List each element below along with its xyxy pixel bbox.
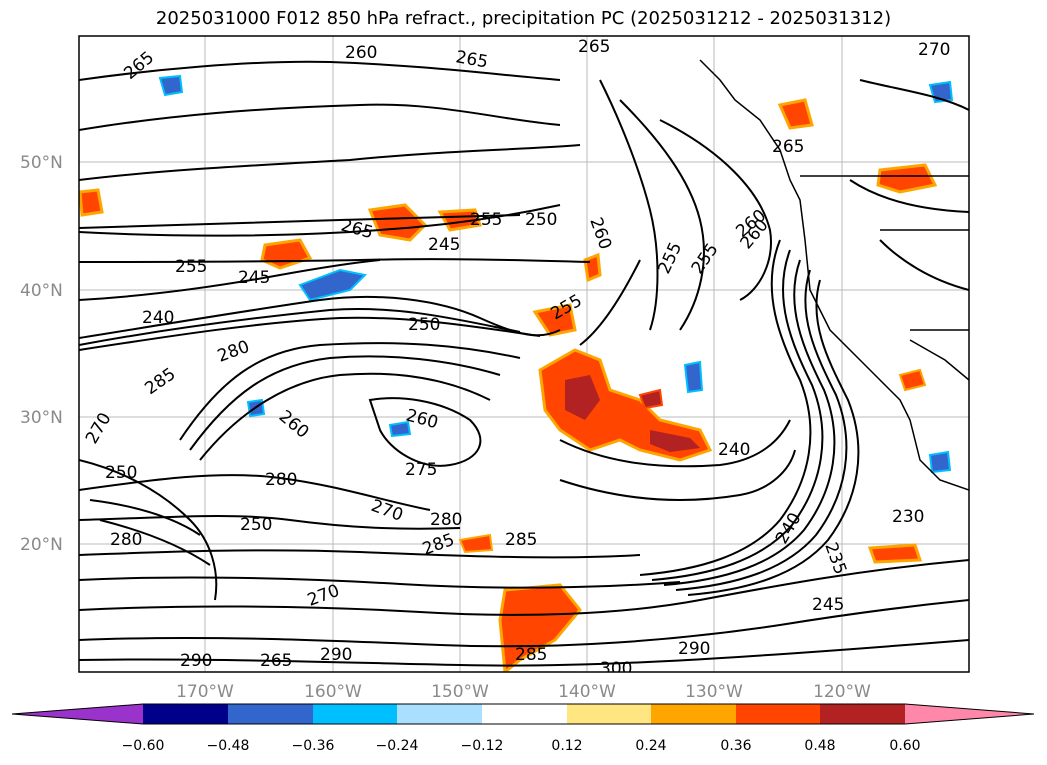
contour-label: 255: [470, 210, 502, 230]
contour-lines: [79, 60, 969, 667]
contour-label: 280: [110, 530, 142, 550]
contour-label: 245: [812, 595, 844, 615]
contour-label: 265: [772, 137, 804, 157]
contour-label: 290: [320, 645, 352, 665]
lon-label-170w: 170°W: [176, 682, 234, 702]
precip-shading: [79, 74, 954, 672]
colorbar-segment: [567, 704, 651, 724]
colorbar-segment: [397, 704, 482, 724]
colorbar-tick-label: −0.24: [376, 738, 419, 754]
lon-label-130w: 130°W: [685, 682, 743, 702]
lat-label-30n: 30°N: [20, 408, 63, 428]
contour-label: 290: [180, 651, 212, 671]
contour-label: 240: [718, 440, 750, 460]
colorbar-outline: [11, 703, 1035, 725]
contour-label: 265: [578, 37, 610, 57]
contour-label: 245: [428, 235, 460, 255]
colorbar-tick-label: 0.12: [551, 738, 582, 754]
colorbar-tick-label: 0.24: [635, 738, 666, 754]
contour-label: 255: [175, 257, 207, 277]
colorbar-tick-label: 0.36: [720, 738, 751, 754]
contour-label: 250: [240, 515, 272, 535]
contour-label: 245: [238, 268, 270, 288]
colorbar-segment: [228, 704, 313, 724]
lat-label-40n: 40°N: [20, 281, 63, 301]
colorbar-tick-label: 0.60: [889, 738, 920, 754]
contour-label: 240: [142, 308, 174, 328]
contour-label: 300: [600, 659, 632, 679]
contour-label: 285: [505, 530, 537, 550]
lon-label-160w: 160°W: [304, 682, 362, 702]
colorbar-segment: [736, 704, 820, 724]
lon-label-140w: 140°W: [558, 682, 616, 702]
colorbar-segment-max-arrow: [905, 704, 1034, 724]
colorbar-segment: [651, 704, 736, 724]
map-title: 2025031000 F012 850 hPa refract., precip…: [155, 8, 892, 29]
colorbar-tick-label: −0.48: [207, 738, 250, 754]
colorbar-segment: [482, 704, 567, 724]
contour-label: 250: [525, 210, 557, 230]
lat-label-20n: 20°N: [20, 535, 63, 555]
colorbar-tick-label: 0.48: [804, 738, 835, 754]
colorbar: [11, 703, 1035, 725]
contour-label: 275: [405, 460, 437, 480]
contour-label: 265: [260, 651, 292, 671]
colorbar-ticks: −0.60 −0.48 −0.36 −0.24 −0.12 0.12 0.24 …: [122, 738, 921, 754]
map-frame: [78, 35, 970, 673]
colorbar-tick-label: −0.60: [122, 738, 165, 754]
contour-label: 280: [430, 510, 462, 530]
colorbar-segment: [313, 704, 397, 724]
contour-label: 250: [105, 463, 137, 483]
contour-label-group: 265 260 265 265 265 270 265 260 255 255 …: [82, 37, 950, 679]
coastlines: [699, 59, 969, 491]
map-panel: [79, 36, 969, 672]
lat-label-50n: 50°N: [20, 153, 63, 173]
contour-label: 270: [918, 40, 950, 60]
colorbar-segment: [143, 704, 228, 724]
colorbar-tick-label: −0.12: [461, 738, 504, 754]
contour-label: 285: [515, 645, 547, 665]
lon-label-150w: 150°W: [431, 682, 489, 702]
contour-label: 280: [265, 470, 297, 490]
lon-label-120w: 120°W: [813, 682, 871, 702]
contour-label: 250: [408, 315, 440, 335]
map-content: 265 260 265 265 265 270 265 260 255 255 …: [79, 36, 969, 679]
colorbar-tick-label: −0.36: [292, 738, 335, 754]
contour-label: 260: [345, 43, 377, 63]
colorbar-segment-min-arrow: [12, 704, 143, 724]
contour-label: 230: [892, 507, 924, 527]
contour-label: 290: [678, 639, 710, 659]
colorbar-segment: [820, 704, 905, 724]
